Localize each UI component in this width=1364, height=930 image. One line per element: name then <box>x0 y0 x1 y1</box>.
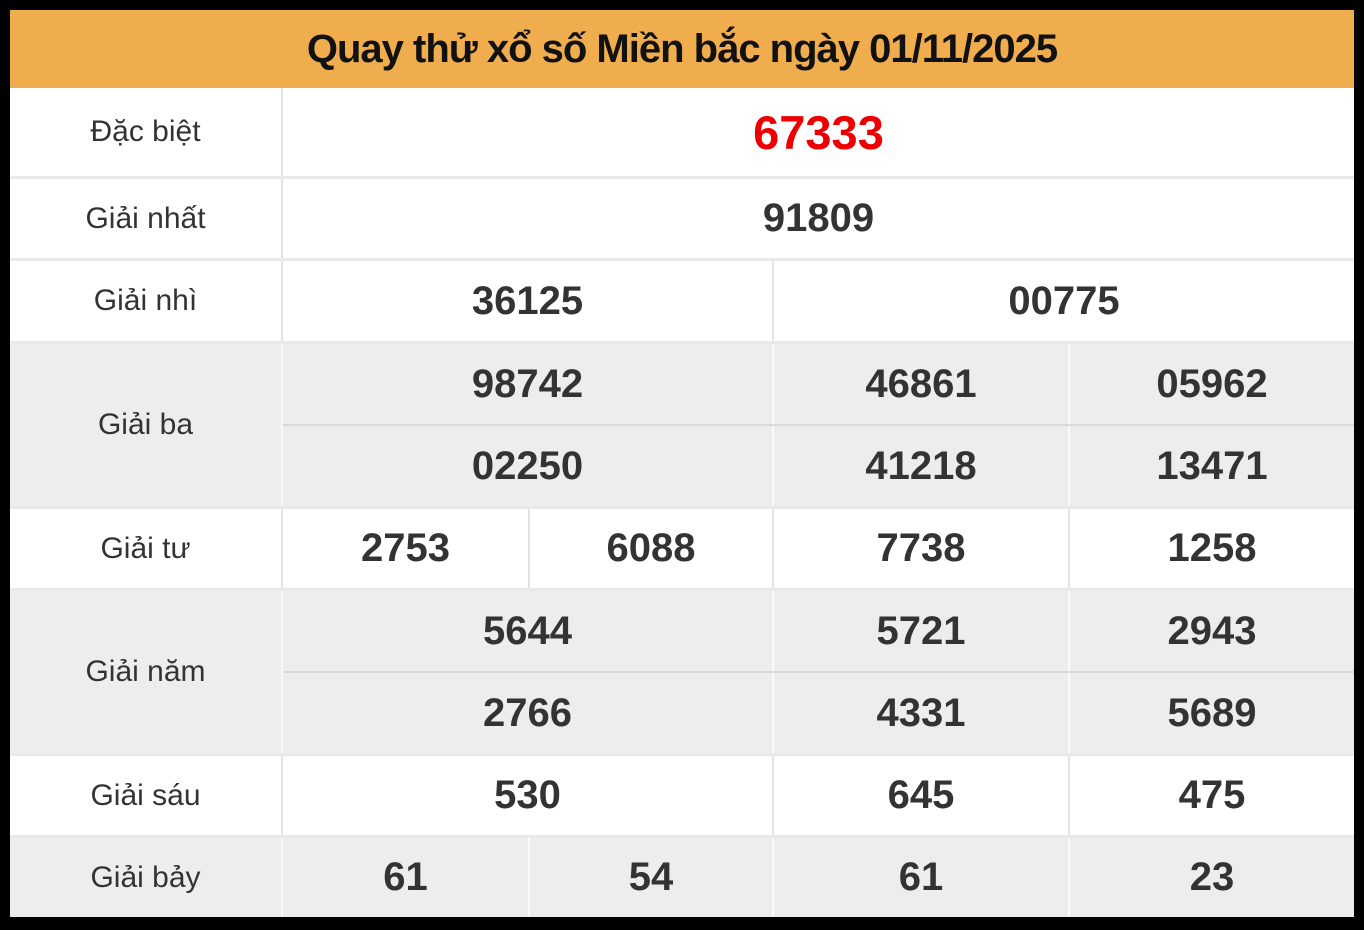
page-header: Quay thử xổ số Miền bắc ngày 01/11/2025 <box>10 10 1354 88</box>
prize-number: 13471 <box>1068 426 1354 506</box>
prize-number: 46861 <box>772 344 1068 424</box>
prize-line: 67333 <box>283 88 1354 176</box>
prize-row-giai-ba: Giải ba 98742 46861 05962 02250 41218 13… <box>10 341 1354 506</box>
prize-number: 02250 <box>471 443 584 488</box>
prize-label: Đặc biệt <box>10 88 283 176</box>
prize-line: 2766 4331 5689 <box>283 671 1354 753</box>
prize-values: 98742 46861 05962 02250 41218 13471 <box>283 344 1354 506</box>
prize-row-giai-nam: Giải năm 5644 5721 2943 2766 4331 5689 <box>10 588 1354 753</box>
prize-number: 530 <box>494 773 561 817</box>
prize-number: 475 <box>1068 756 1354 835</box>
prize-label: Giải bảy <box>10 838 283 917</box>
prize-label: Giải nhì <box>10 261 283 341</box>
prize-number: 54 <box>528 838 772 917</box>
prize-label: Giải nhất <box>10 179 283 258</box>
prize-number: 61 <box>772 838 1068 917</box>
prize-number: 2766 <box>483 690 572 735</box>
prize-number: 05962 <box>1068 344 1354 424</box>
results-card: Quay thử xổ số Miền bắc ngày 01/11/2025 … <box>10 10 1354 917</box>
prize-number: 1258 <box>1068 509 1354 588</box>
prize-number: 41218 <box>772 426 1068 506</box>
prize-line: 61 54 61 23 <box>283 838 1354 917</box>
prize-number-special: 67333 <box>753 105 884 159</box>
prize-number: 645 <box>772 756 1068 835</box>
prize-line: 91809 <box>283 179 1354 258</box>
prize-row-giai-nhat: Giải nhất 91809 <box>10 176 1354 258</box>
prize-number: 7738 <box>772 509 1068 588</box>
prize-number: 5721 <box>772 591 1068 671</box>
page-title: Quay thử xổ số Miền bắc ngày 01/11/2025 <box>306 26 1058 71</box>
prize-number: 23 <box>1068 838 1354 917</box>
prize-number: 36125 <box>471 278 584 323</box>
prize-label: Giải ba <box>10 344 283 506</box>
prize-number: 2943 <box>1068 591 1354 671</box>
prize-values: 91809 <box>283 179 1354 258</box>
prize-line: 36125 00775 <box>283 261 1354 341</box>
prize-values: 2753 6088 7738 1258 <box>283 509 1354 588</box>
prize-number: 91809 <box>762 196 875 240</box>
prize-line: 5644 5721 2943 <box>283 591 1354 671</box>
prize-values: 67333 <box>283 88 1354 176</box>
prize-number: 5689 <box>1068 673 1354 753</box>
prize-number: 4331 <box>772 673 1068 753</box>
prize-row-giai-bay: Giải bảy 61 54 61 23 <box>10 835 1354 917</box>
prize-row-giai-tu: Giải tư 2753 6088 7738 1258 <box>10 506 1354 588</box>
prize-number: 61 <box>383 855 428 899</box>
prize-number: 5644 <box>483 608 572 653</box>
prize-row-giai-sau: Giải sáu 530 645 475 <box>10 753 1354 835</box>
prize-number: 98742 <box>471 361 584 406</box>
prize-line: 02250 41218 13471 <box>283 424 1354 506</box>
prize-values: 61 54 61 23 <box>283 838 1354 917</box>
prize-label: Giải sáu <box>10 756 283 835</box>
prize-number: 00775 <box>772 261 1354 341</box>
prize-label: Giải năm <box>10 591 283 753</box>
prize-values: 5644 5721 2943 2766 4331 5689 <box>283 591 1354 753</box>
prize-row-giai-nhi: Giải nhì 36125 00775 <box>10 258 1354 341</box>
prize-line: 98742 46861 05962 <box>283 344 1354 424</box>
prize-values: 530 645 475 <box>283 756 1354 835</box>
prize-values: 36125 00775 <box>283 261 1354 341</box>
prize-label: Giải tư <box>10 509 283 588</box>
prize-number: 2753 <box>361 526 450 570</box>
prize-line: 2753 6088 7738 1258 <box>283 509 1354 588</box>
prize-row-dac-biet: Đặc biệt 67333 <box>10 88 1354 176</box>
prize-number: 6088 <box>528 509 772 588</box>
prize-line: 530 645 475 <box>283 756 1354 835</box>
